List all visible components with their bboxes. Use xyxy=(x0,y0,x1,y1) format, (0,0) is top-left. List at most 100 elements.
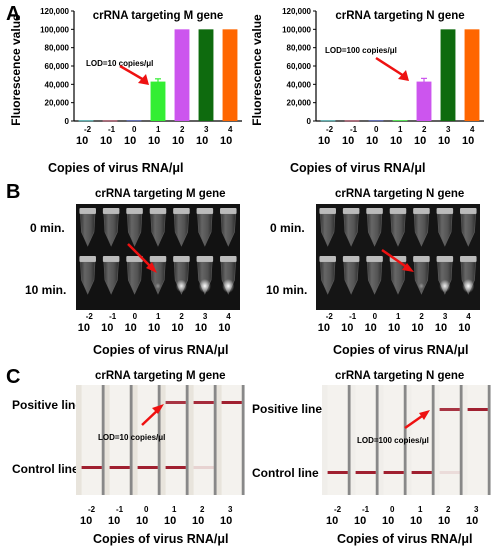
positive-band-m xyxy=(221,401,242,404)
tick-exponent-b-n: 0 xyxy=(372,312,378,321)
tube-cap-b-n-0 xyxy=(413,208,430,214)
tube-b-m-10 xyxy=(103,261,119,295)
bar-m-5 xyxy=(198,29,214,121)
strip-divider-m xyxy=(241,385,245,495)
arrow-lod-n xyxy=(381,248,409,270)
y-axis-label-m: Fluorescence value xyxy=(9,14,23,126)
tube-b-n-10 xyxy=(320,261,336,295)
y-tick-label-m: 100,000 xyxy=(40,25,69,34)
tick-exponent-b-m: 0 xyxy=(132,312,138,321)
bar-m-2 xyxy=(126,120,142,122)
tick-base-a-n: 10 xyxy=(390,135,403,147)
tick-base-a-m: 10 xyxy=(124,135,137,147)
tube-b-n-0 xyxy=(413,213,430,247)
y-tick-label-m: 60,000 xyxy=(45,62,70,71)
tick-base-c-m: 10 xyxy=(136,515,149,527)
tick-base-b-m: 10 xyxy=(194,322,208,334)
tube-b-n-0 xyxy=(460,213,476,247)
tick-exponent-c-m: 0 xyxy=(144,505,149,514)
tube-cap-b-n-10 xyxy=(436,256,454,262)
tick-base-a-n: 10 xyxy=(342,135,355,147)
tick-base-b-n: 10 xyxy=(341,322,354,334)
tick-base-b-n: 10 xyxy=(411,322,424,334)
tube-b-n-0 xyxy=(366,213,383,247)
tube-b-n-10 xyxy=(343,261,359,295)
tick-exponent-c-n: -2 xyxy=(334,505,342,514)
x-axis-label-a-n: Copies of virus RNA/μl xyxy=(290,161,426,175)
strip-divider-n xyxy=(431,385,435,495)
tick-exponent-b-m: 3 xyxy=(202,312,208,321)
tube-cap-b-m-10 xyxy=(220,256,237,262)
test-strip-m xyxy=(221,385,242,495)
bar-n-6 xyxy=(464,29,480,121)
lod-label-strip-n: LOD=100 copies/μl xyxy=(357,436,429,445)
tube-b-m-10 xyxy=(80,261,96,295)
tube-cap-b-n-0 xyxy=(366,208,383,214)
tick-exponent-b-n: 2 xyxy=(419,312,424,321)
chart-title-n: crRNA targeting N gene xyxy=(335,10,464,22)
tube-cap-b-m-0 xyxy=(196,208,214,214)
tick-base-b-m: 10 xyxy=(124,322,137,334)
tube-fluorescence-b-m-10 xyxy=(175,279,188,293)
tube-cap-b-n-0 xyxy=(436,208,454,214)
y-tick-label-m: 0 xyxy=(65,117,70,126)
tick-exponent-a-n: 3 xyxy=(446,125,451,134)
y-axis-label-n: Fluorescence value xyxy=(250,14,264,126)
tick-exponent-a-m: 3 xyxy=(204,125,209,134)
bar-m-4 xyxy=(174,29,190,121)
strip-divider-m xyxy=(129,385,133,495)
tube-cap-b-n-10 xyxy=(366,256,383,262)
control-band-n xyxy=(355,471,376,474)
tick-base-c-m: 10 xyxy=(164,515,177,527)
tick-base-c-m: 10 xyxy=(220,515,233,527)
lod-arrow-n xyxy=(375,56,405,78)
lod-arrow-m xyxy=(119,64,145,82)
tube-cap-b-m-10 xyxy=(149,256,167,262)
tick-base-b-n: 10 xyxy=(458,322,471,334)
tube-b-m-0 xyxy=(103,213,119,247)
strip-divider-n xyxy=(403,385,407,495)
test-strip-n xyxy=(383,385,404,495)
bar-n-2 xyxy=(368,120,384,122)
tick-exponent-a-m: -2 xyxy=(84,125,92,134)
tick-exponent-b-m: -2 xyxy=(85,312,93,321)
tick-base-b-m: 10 xyxy=(148,322,161,334)
tick-exponent-c-m: 2 xyxy=(200,505,205,514)
tick-base-a-n: 10 xyxy=(366,135,379,147)
tick-exponent-b-n: 4 xyxy=(466,312,471,321)
tube-fluorescence-b-m-10 xyxy=(222,279,235,293)
tick-base-a-n: 10 xyxy=(462,135,475,147)
tick-base-b-n: 10 xyxy=(364,322,377,334)
tick-base-a-n: 10 xyxy=(438,135,451,147)
control-line-label-n: Control line xyxy=(252,466,319,480)
positive-line-label-n: Positive line xyxy=(252,402,323,416)
tick-exponent-a-n: 1 xyxy=(398,125,403,134)
positive-line-label-m: Positive line xyxy=(12,398,83,412)
tick-base-c-n: 10 xyxy=(326,515,339,527)
tick-base-c-n: 10 xyxy=(438,515,451,527)
panel-b-left-title: crRNA targeting M gene xyxy=(95,188,226,200)
tube-fluorescence-b-m-10 xyxy=(155,282,161,290)
tick-base-a-m: 10 xyxy=(76,135,89,147)
bar-m-6 xyxy=(222,29,238,121)
strip-divider-m xyxy=(185,385,189,495)
control-band-n xyxy=(411,471,432,474)
lod-label-m: LOD=10 copies/μl xyxy=(86,59,153,68)
tube-fluorescence-b-n-10 xyxy=(439,279,451,293)
tick-exponent-c-n: -1 xyxy=(362,505,370,514)
lod-label-strip-m: LOD=10 copies/μl xyxy=(98,433,166,442)
tick-base-b-m: 10 xyxy=(101,322,114,334)
y-tick-label-n: 60,000 xyxy=(287,62,312,71)
test-strip-n xyxy=(355,385,376,495)
tick-exponent-a-n: 4 xyxy=(470,125,475,134)
tube-cap-b-n-0 xyxy=(460,208,477,214)
tube-b-m-0 xyxy=(80,213,96,247)
tick-base-a-m: 10 xyxy=(196,135,209,147)
tick-exponent-b-n: 1 xyxy=(396,312,401,321)
tube-cap-b-n-10 xyxy=(413,256,430,262)
tick-base-c-n: 10 xyxy=(466,515,479,527)
tick-exponent-c-n: 3 xyxy=(474,505,479,514)
tube-b-n-10 xyxy=(366,261,383,295)
